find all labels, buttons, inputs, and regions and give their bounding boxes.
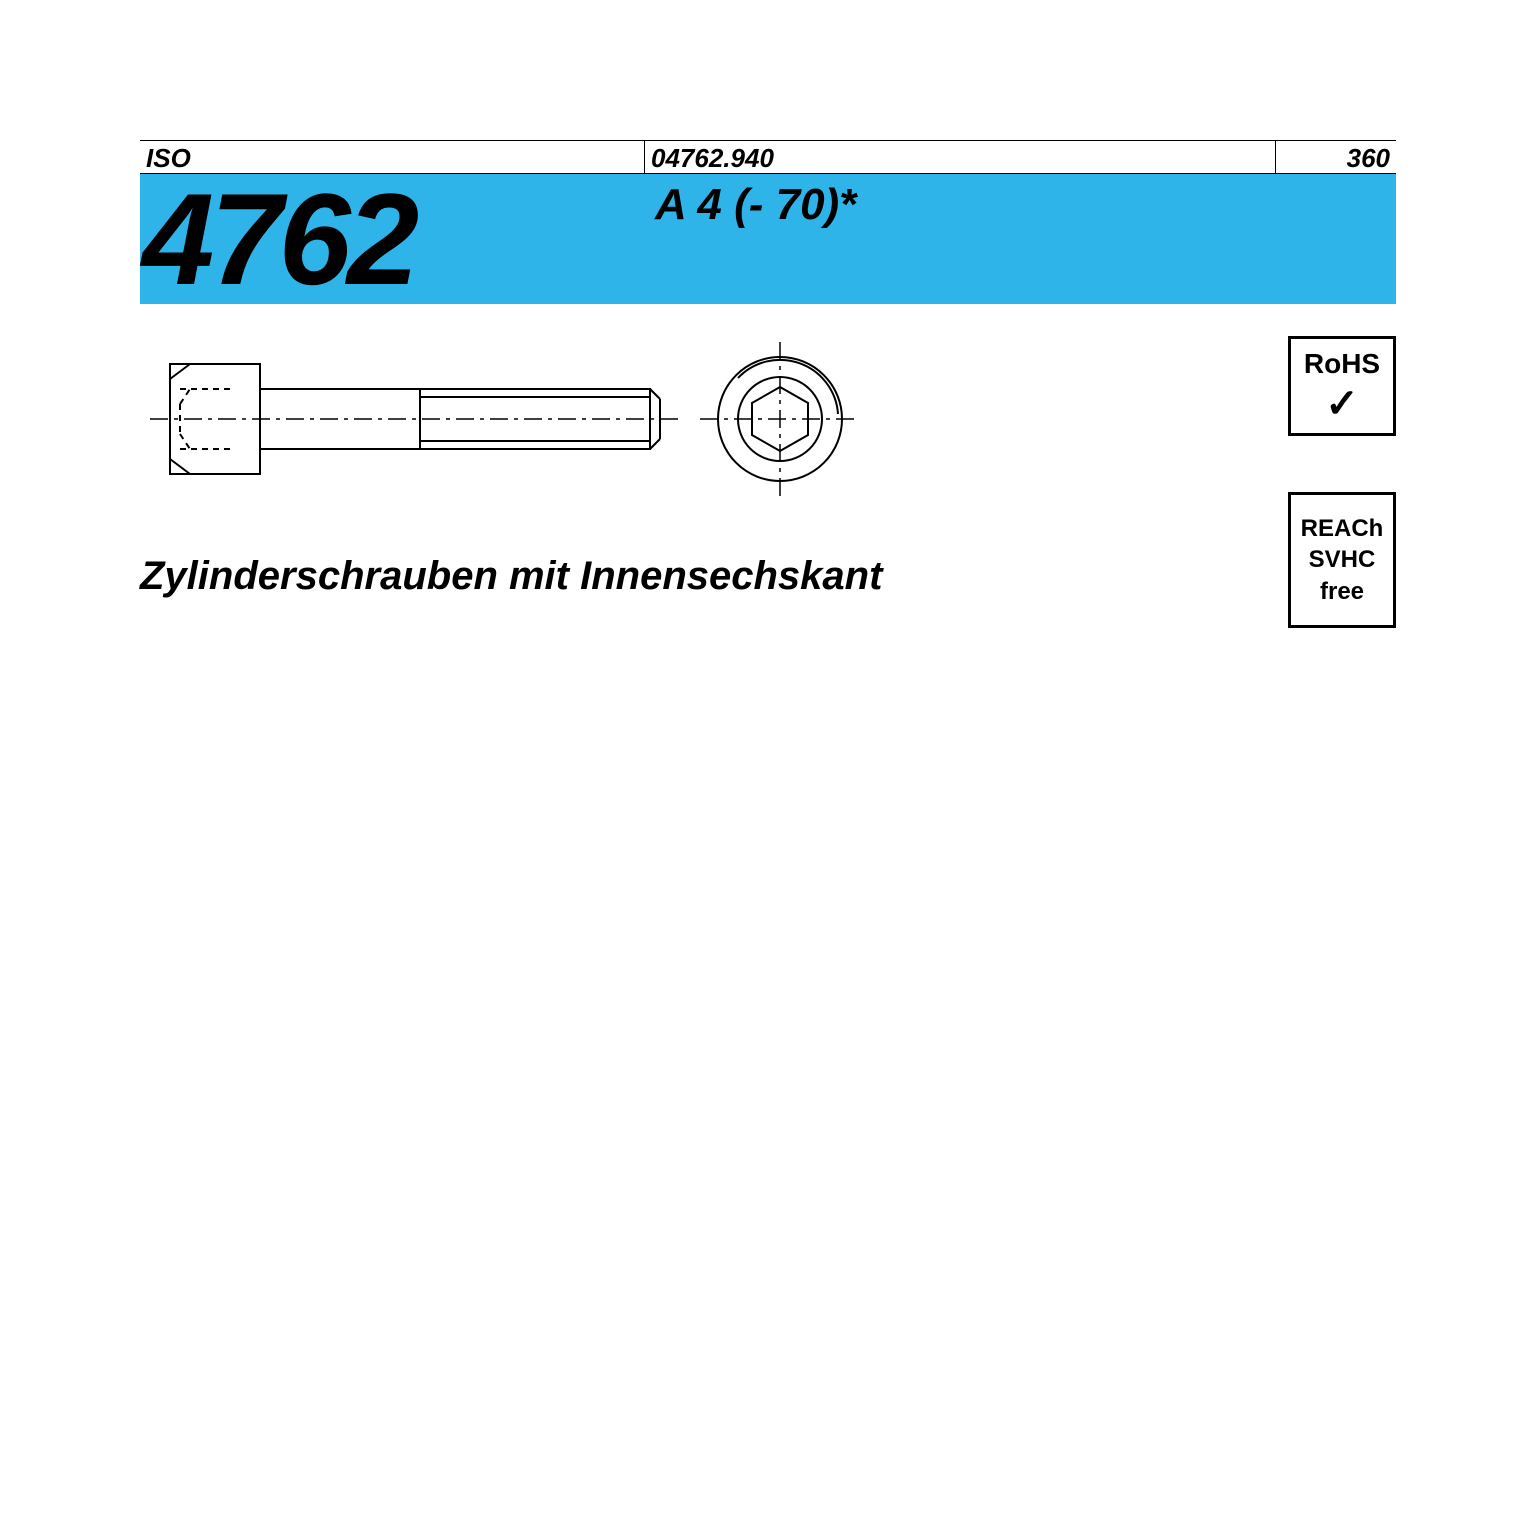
- header-article: 04762.940: [645, 141, 1276, 173]
- material-grade: A 4 (- 70)*: [655, 180, 1396, 230]
- reach-line2: SVHC: [1309, 544, 1376, 575]
- rohs-label: RoHS: [1304, 348, 1380, 380]
- reach-badge: REACh SVHC free: [1288, 492, 1396, 628]
- standard-number: 4762: [140, 174, 415, 304]
- product-description: Zylinderschrauben mit Innensechskant: [140, 554, 882, 599]
- diagram-row: RoHS ✓ REACh SVHC free Zylinderschrauben…: [140, 304, 1396, 644]
- rohs-badge: RoHS ✓: [1288, 336, 1396, 436]
- check-icon: ✓: [1325, 384, 1359, 424]
- header-num: 360: [1276, 141, 1396, 173]
- material-cell: A 4 (- 70)*: [645, 174, 1396, 304]
- reach-line1: REACh: [1301, 513, 1384, 544]
- title-row: 4762 A 4 (- 70)*: [140, 174, 1396, 304]
- standard-number-cell: 4762: [140, 174, 645, 304]
- screw-diagram: [140, 334, 860, 504]
- reach-line3: free: [1320, 576, 1364, 607]
- datasheet-card: ISO 04762.940 360 4762 A 4 (- 70)*: [140, 140, 1396, 644]
